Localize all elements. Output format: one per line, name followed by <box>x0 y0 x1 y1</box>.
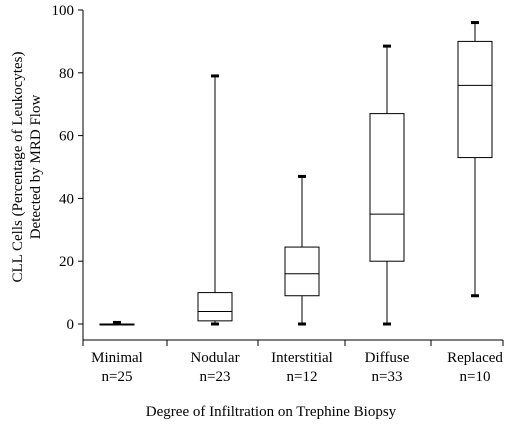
box-iqr <box>369 113 405 262</box>
labels: Minimal n=25 Nodular n=23 Interstitial n=12 Di… <box>91 350 503 385</box>
category-label: Replaced <box>447 350 503 366</box>
box-minimal <box>99 320 135 326</box>
category-label: Minimal <box>91 350 143 366</box>
y-tick-label: 60 <box>59 129 74 145</box>
box-iqr <box>457 40 493 159</box>
category-label: Interstitial <box>271 350 333 366</box>
axes: 0 20 40 60 80 100 <box>52 3 504 346</box>
box-replaced <box>457 21 493 298</box>
y-tick-label: 100 <box>52 3 75 19</box>
category-n-label: n=23 <box>200 369 231 385</box>
y-tick-label: 20 <box>59 254 74 270</box>
y-tick-label: 0 <box>67 317 75 333</box>
category-label: Nodular <box>190 350 239 366</box>
category-label: Diffuse <box>365 350 410 366</box>
boxes <box>99 21 493 326</box>
box-interstitial <box>284 174 320 326</box>
category-n-label: n=33 <box>372 369 403 385</box>
box-diffuse <box>369 44 405 326</box>
y-tick-label: 80 <box>59 66 74 82</box>
x-axis-title: Degree of Infiltration on Trephine Biops… <box>146 404 397 420</box>
box-iqr <box>284 246 320 297</box>
category-n-label: n=12 <box>287 369 318 385</box>
box-iqr <box>197 292 233 322</box>
y-axis-title-line-2: Detected by MRD Flow <box>28 95 44 240</box>
category-n-label: n=25 <box>102 369 133 385</box>
category-n-label: n=10 <box>460 369 491 385</box>
y-tick-label: 40 <box>59 191 74 207</box>
y-axis-title-line-1: CLL Cells (Percentage of Leukocytes) <box>10 51 26 282</box>
box-nodular <box>197 74 233 326</box>
